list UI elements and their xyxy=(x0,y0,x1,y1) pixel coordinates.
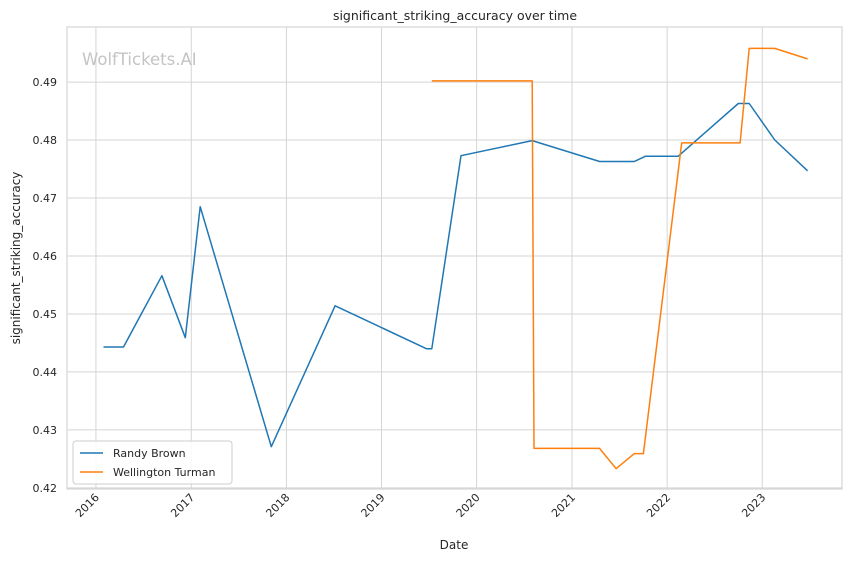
y-tick-label: 0.49 xyxy=(33,76,58,89)
y-tick-label: 0.47 xyxy=(33,192,58,205)
legend-label: Randy Brown xyxy=(113,447,186,460)
watermark-text: WolfTickets.AI xyxy=(82,50,197,69)
y-tick-label: 0.43 xyxy=(33,424,58,437)
y-tick-label: 0.46 xyxy=(33,250,58,263)
plot-area xyxy=(66,26,843,490)
chart-title: significant_striking_accuracy over time xyxy=(333,8,577,23)
legend-box xyxy=(72,440,233,485)
series-line-wellington-turman xyxy=(431,47,808,470)
y-axis-label: significant_striking_accuracy xyxy=(9,172,23,345)
x-axis-label: Date xyxy=(440,538,469,552)
legend: Randy Brown Wellington Turman xyxy=(72,440,233,485)
series-line-randy-brown xyxy=(103,102,809,448)
y-tick-label: 0.44 xyxy=(33,366,58,379)
y-tick-label: 0.42 xyxy=(33,482,58,495)
series-layer xyxy=(103,47,809,470)
y-tick-label: 0.48 xyxy=(33,134,58,147)
legend-label: Wellington Turman xyxy=(113,466,215,479)
y-axis-ticks: 0.42 0.43 0.44 0.45 0.46 0.47 0.48 0.49 xyxy=(33,76,58,495)
y-tick-label: 0.45 xyxy=(33,308,58,321)
